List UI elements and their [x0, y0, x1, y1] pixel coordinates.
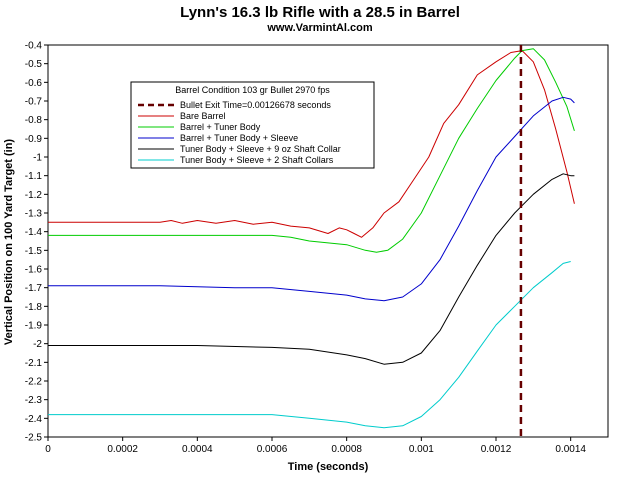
y-tick-label: -1.6 [25, 265, 43, 276]
y-tick-label: -0.5 [25, 59, 43, 70]
x-tick-label: 0.0004 [182, 444, 213, 455]
chart-title: Lynn's 16.3 lb Rifle with a 28.5 in Barr… [180, 4, 460, 21]
x-axis-label: Time (seconds) [288, 461, 369, 473]
series-line-5 [48, 261, 571, 429]
y-tick-label: -1.2 [25, 190, 43, 201]
legend-box [130, 81, 375, 169]
y-tick-label: -2 [33, 339, 42, 350]
plot-area [47, 44, 609, 438]
legend-label-bullet-exit: Bullet Exit Time=0.00126678 seconds [180, 100, 331, 110]
x-tick-label: 0.001 [409, 444, 434, 455]
y-tick-label: -1.9 [25, 321, 43, 332]
legend-label-5: Tuner Body + Sleeve + 2 Shaft Collars [180, 155, 334, 165]
x-tick-label: 0.0006 [257, 444, 288, 455]
legend-title: Barrel Condition 103 gr Bullet 2970 fps [175, 85, 330, 95]
y-tick-label: -0.9 [25, 134, 43, 145]
y-tick-label: -1.5 [25, 246, 43, 257]
y-tick-label: -0.7 [25, 97, 43, 108]
legend-label-3: Barrel + Tuner Body + Sleeve [180, 133, 298, 143]
y-axis: -0.4 -0.5 -0.6 -0.7 -0.8 -0.9 -1 -1.1 -1.2 -1.3 -1… [25, 41, 48, 444]
legend-label-4: Tuner Body + Sleeve + 9 oz Shaft Collar [180, 144, 341, 154]
x-tick-label: 0.0002 [107, 444, 138, 455]
y-tick-label: -0.6 [25, 78, 43, 89]
y-tick-label: -2.2 [25, 377, 43, 388]
chart-subtitle: www.VarmintAl.com [266, 22, 373, 34]
series-line-2 [48, 48, 575, 253]
y-axis-label: Vertical Position on 100 Yard Target (in… [3, 139, 15, 346]
y-tick-label: -2.1 [25, 358, 43, 369]
y-tick-label: -1.3 [25, 209, 43, 220]
y-tick-label: -1.1 [25, 171, 43, 182]
series-layer [48, 45, 575, 437]
x-tick-label: 0.0008 [331, 444, 362, 455]
x-tick-label: 0.0012 [481, 444, 512, 455]
x-tick-label: 0.0014 [555, 444, 586, 455]
y-tick-label: -0.4 [25, 41, 43, 52]
y-tick-label: -2.4 [25, 414, 43, 425]
y-tick-label: -1.7 [25, 283, 43, 294]
x-tick-label: 0 [45, 444, 51, 455]
series-line-4 [48, 173, 575, 365]
y-tick-label: -1.8 [25, 302, 43, 313]
y-tick-label: -2.5 [25, 433, 43, 444]
legend-label-1: Bare Barrel [180, 111, 226, 121]
legend-label-2: Barrel + Tuner Body [180, 122, 261, 132]
y-tick-label: -1 [33, 153, 42, 164]
y-tick-label: -0.8 [25, 115, 43, 126]
x-axis: 0 0.0002 0.0004 0.0006 0.0008 0.001 0.0012 0.00… [45, 437, 586, 455]
y-tick-label: -1.4 [25, 227, 43, 238]
series-line-3 [48, 96, 575, 302]
legend: Barrel Condition 103 gr Bullet 2970 fps B… [130, 81, 375, 169]
y-tick-label: -2.3 [25, 395, 43, 406]
